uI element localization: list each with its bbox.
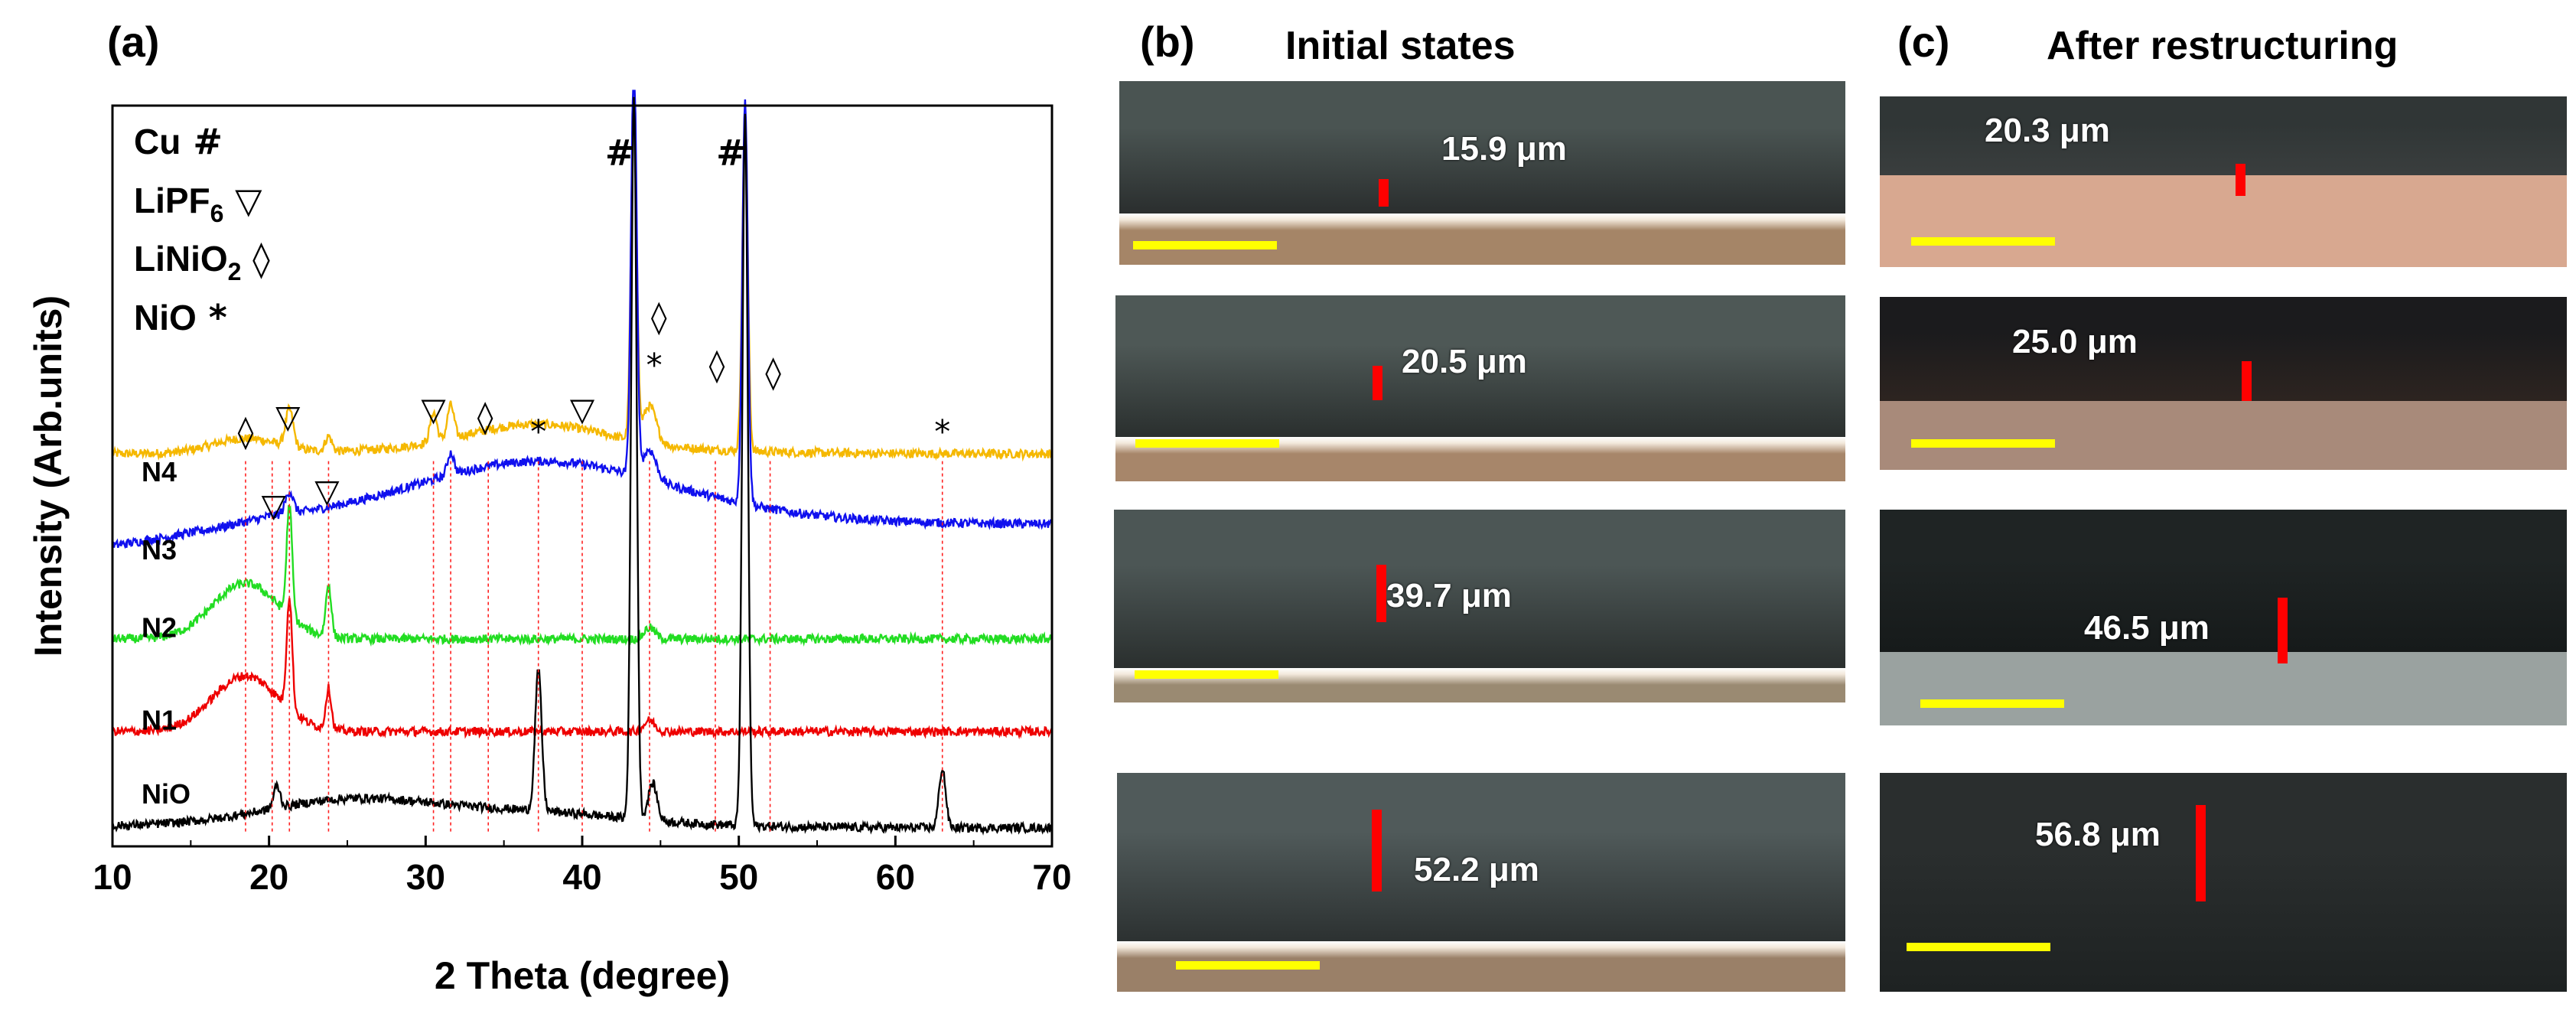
x-tick-label: 30 <box>406 857 445 897</box>
series-labels: N4 N3 N2 N1 NiO <box>142 456 191 810</box>
thickness-bar <box>2196 805 2206 901</box>
peak-marker: ◊ <box>765 354 781 391</box>
annotations: # #◊ ▽▽ ▽▽ ◊ *▽◊* ◊ ◊* <box>238 132 951 524</box>
peak-marker: * <box>934 412 950 450</box>
peak-marker: ◊ <box>709 346 725 383</box>
scale-bar <box>1911 439 2055 448</box>
x-tick-label: 60 <box>876 857 915 897</box>
peak-marker: * <box>646 346 663 383</box>
panel-b-title: Initial states <box>1285 24 1516 68</box>
legend-entry: LiNiO2 ◊ <box>134 238 270 285</box>
peak-marker: ▽ <box>314 472 340 510</box>
x-tick-label: 10 <box>93 857 132 897</box>
panel-a-label: (a) <box>107 18 160 66</box>
thickness-label: 20.3 μm <box>1985 112 2110 149</box>
peak-marker: ◊ <box>477 398 493 435</box>
series-line-n3 <box>111 90 1054 550</box>
peak-marker: * <box>530 412 546 450</box>
series-label-n2: N2 <box>142 611 177 643</box>
peak-marker: ▽ <box>262 487 287 524</box>
thickness-bar <box>2278 598 2288 663</box>
peak-marker: ▽ <box>275 398 301 435</box>
legend-entry: Cu # <box>134 121 223 162</box>
micrograph-b-4: 52.2 μm <box>1117 773 1845 992</box>
legend-entry: NiO * <box>134 297 227 338</box>
thickness-bar <box>1376 565 1386 622</box>
panel-c-label: (c) <box>1897 18 1950 66</box>
thickness-bar <box>2236 164 2245 196</box>
scale-bar <box>1920 699 2064 708</box>
x-axis: 10 20 30 40 50 60 70 <box>93 836 1071 897</box>
thickness-bar <box>1373 366 1382 400</box>
xrd-chart: # #◊ ▽▽ ▽▽ ◊ *▽◊* ◊ ◊* 10 20 30 40 50 60 70 Cu #LiPF6… <box>27 90 1071 997</box>
reference-lines <box>245 461 943 832</box>
thickness-label: 56.8 μm <box>2035 816 2161 853</box>
thickness-label: 52.2 μm <box>1414 851 1539 888</box>
series-label-n4: N4 <box>142 456 177 487</box>
scale-bar <box>1907 943 2050 951</box>
legend: Cu # LiPF6 ▽ LiNiO2 ◊ NiO * <box>134 121 270 338</box>
thickness-bar <box>2242 361 2252 401</box>
thickness-label: 25.0 μm <box>2012 323 2138 360</box>
thickness-label: 46.5 μm <box>2084 609 2210 647</box>
peak-marker: ◊ <box>651 298 667 335</box>
substrate <box>1880 401 2567 470</box>
substrate <box>1880 175 2567 267</box>
x-tick-label: 50 <box>719 857 758 897</box>
coating-layer <box>1114 510 1845 668</box>
series-line-nio <box>111 96 1054 836</box>
peak-marker: # <box>716 132 746 173</box>
x-tick-label: 20 <box>249 857 288 897</box>
series-label-nio: NiO <box>142 778 191 810</box>
peak-marker: # <box>605 132 635 173</box>
scale-bar <box>1135 439 1279 448</box>
x-axis-label: 2 Theta (degree) <box>435 954 730 997</box>
peak-marker: ▽ <box>421 390 446 428</box>
coating-layer <box>1880 96 2567 175</box>
coating-layer <box>1115 295 1845 437</box>
legend-entry: LiPF6 ▽ <box>134 180 262 227</box>
series-label-n1: N1 <box>142 704 177 735</box>
micrograph-b-2: 20.5 μm <box>1115 295 1845 481</box>
coating-layer <box>1880 510 2567 652</box>
x-tick-label: 40 <box>562 857 601 897</box>
x-tick-label: 70 <box>1032 857 1071 897</box>
micrograph-c-4: 56.8 μm <box>1880 773 2567 992</box>
substrate <box>1880 652 2567 725</box>
series-line-n4 <box>111 90 1054 462</box>
scale-bar <box>1911 237 2055 246</box>
coating-layer <box>1117 773 1845 941</box>
series-line-n1 <box>111 598 1054 740</box>
micrograph-c-1: 20.3 μm <box>1880 96 2567 267</box>
panel-b-label: (b) <box>1140 18 1195 66</box>
micrograph-c-2: 25.0 μm <box>1880 297 2567 470</box>
panel-c-title: After restructuring <box>2047 24 2399 68</box>
y-axis-label: Intensity (Arb.units) <box>27 295 70 657</box>
scale-bar <box>1133 241 1277 249</box>
coating-layer <box>1880 297 2567 401</box>
substrate <box>1119 214 1845 265</box>
thickness-bar <box>1379 179 1389 207</box>
peak-marker: ▽ <box>570 390 595 428</box>
scale-bar <box>1135 670 1278 679</box>
micrograph-b-3: 39.7 μm <box>1114 510 1845 702</box>
thickness-bar <box>1372 810 1382 892</box>
peak-marker: ◊ <box>238 412 254 450</box>
micrograph-b-1: 15.9 μm <box>1119 81 1845 265</box>
micrograph-c-3: 46.5 μm <box>1880 510 2567 725</box>
series-label-n3: N3 <box>142 534 177 566</box>
coating-layer <box>1119 81 1845 214</box>
coating-layer <box>1880 773 2567 992</box>
scale-bar <box>1176 961 1320 970</box>
thickness-label: 15.9 μm <box>1441 130 1567 168</box>
thickness-label: 39.7 μm <box>1386 577 1512 614</box>
thickness-label: 20.5 μm <box>1402 343 1527 380</box>
